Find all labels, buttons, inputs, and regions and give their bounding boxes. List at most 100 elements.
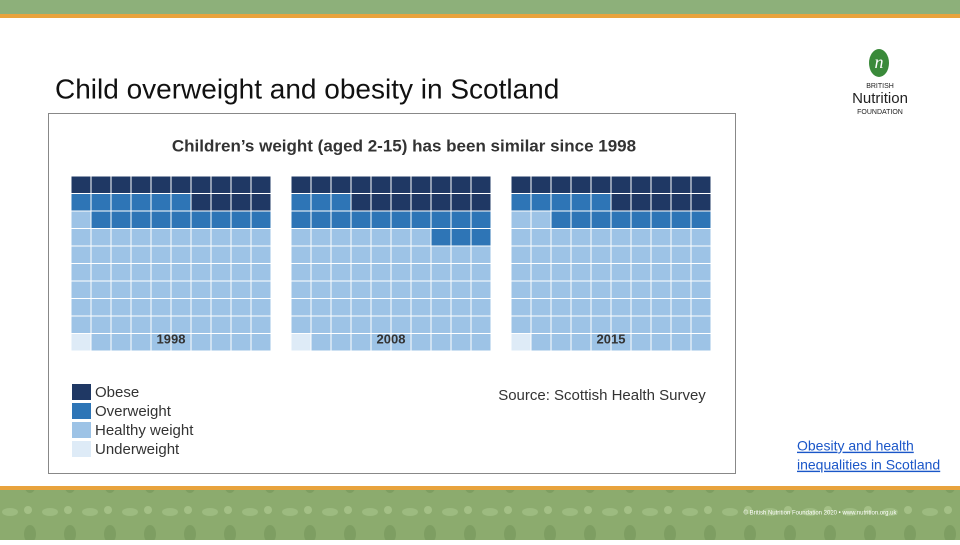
waffle-cell xyxy=(330,280,352,299)
waffle-cell xyxy=(570,298,592,317)
waffle-cell xyxy=(470,175,492,194)
waffle-cell xyxy=(510,315,532,334)
waffle-cell xyxy=(70,228,92,247)
waffle-cell xyxy=(290,315,312,334)
waffle-cell xyxy=(450,280,472,299)
waffle-cell xyxy=(670,210,692,229)
waffle-cell xyxy=(150,228,172,247)
waffle-cell xyxy=(530,298,552,317)
waffle-cell xyxy=(690,298,712,317)
waffle-cell xyxy=(550,245,572,264)
waffle-cell xyxy=(510,175,532,194)
waffle-cell xyxy=(90,210,112,229)
waffle-cell xyxy=(590,245,612,264)
waffle-cell xyxy=(110,333,132,352)
waffle-cell xyxy=(70,315,92,334)
waffle-cell xyxy=(290,298,312,317)
waffle-cell xyxy=(410,280,432,299)
waffle-cell xyxy=(610,245,632,264)
waffle-cell xyxy=(190,280,212,299)
waffle-cell xyxy=(190,298,212,317)
waffle-cell xyxy=(150,175,172,194)
waffle-cell xyxy=(350,228,372,247)
waffle-cell xyxy=(150,280,172,299)
waffle-cell xyxy=(230,280,252,299)
waffle-cell xyxy=(610,298,632,317)
waffle-cell xyxy=(510,245,532,264)
waffle-cell xyxy=(230,228,252,247)
waffle-cell xyxy=(210,193,232,212)
waffle-cell xyxy=(130,228,152,247)
waffle-cell xyxy=(410,175,432,194)
waffle-cell xyxy=(470,315,492,334)
waffle-cell xyxy=(630,280,652,299)
waffle-cell xyxy=(510,280,532,299)
waffle-cell xyxy=(470,245,492,264)
waffle-cell xyxy=(210,298,232,317)
waffle-cell xyxy=(110,228,132,247)
waffle-cell xyxy=(530,193,552,212)
waffle-cell xyxy=(70,280,92,299)
waffle-cell xyxy=(410,298,432,317)
waffle-cell xyxy=(570,333,592,352)
waffle-cell xyxy=(430,175,452,194)
waffle-cell xyxy=(550,210,572,229)
waffle-cell xyxy=(530,280,552,299)
waffle-cell xyxy=(150,298,172,317)
waffle-cell xyxy=(590,210,612,229)
waffle-cell xyxy=(110,175,132,194)
waffle-cell xyxy=(330,263,352,282)
waffle-cell xyxy=(470,210,492,229)
waffle-cell xyxy=(450,210,472,229)
waffle-cell xyxy=(330,175,352,194)
waffle-cell xyxy=(690,333,712,352)
waffle-cell xyxy=(250,228,272,247)
waffle-cell xyxy=(370,280,392,299)
waffle-cell xyxy=(390,298,412,317)
waffle-cell xyxy=(210,228,232,247)
waffle-cell xyxy=(250,315,272,334)
waffle-cell xyxy=(410,245,432,264)
waffle-cell xyxy=(450,263,472,282)
waffle-cell xyxy=(430,315,452,334)
waffle-cell xyxy=(650,280,672,299)
waffle-cell xyxy=(510,228,532,247)
waffle-label: 1998 xyxy=(157,331,186,346)
waffle-cell xyxy=(590,263,612,282)
waffle-cell xyxy=(510,210,532,229)
waffle-cell xyxy=(230,298,252,317)
waffle-cell xyxy=(570,315,592,334)
waffle-cell xyxy=(650,298,672,317)
waffle-cell xyxy=(250,193,272,212)
waffle-cell xyxy=(150,210,172,229)
waffle-cell xyxy=(650,333,672,352)
waffle-cell xyxy=(670,280,692,299)
waffle-cell xyxy=(310,298,332,317)
waffle-cell xyxy=(510,193,532,212)
waffle-cell xyxy=(170,228,192,247)
waffle-cell xyxy=(330,210,352,229)
link[interactable]: inequalities in Scotland xyxy=(797,457,940,473)
waffle-cell xyxy=(170,263,192,282)
waffle-cell xyxy=(290,245,312,264)
waffle-cell xyxy=(370,193,392,212)
waffle-cell xyxy=(550,315,572,334)
waffle-cell xyxy=(570,280,592,299)
waffle-cell xyxy=(230,263,252,282)
waffle-cell xyxy=(690,228,712,247)
link[interactable]: Obesity and health xyxy=(797,438,914,454)
waffle-cell xyxy=(550,228,572,247)
legend-swatch xyxy=(72,403,91,419)
waffle-cell xyxy=(130,210,152,229)
bottom-band xyxy=(0,490,960,540)
waffle-cell xyxy=(590,175,612,194)
waffle-cell xyxy=(530,263,552,282)
legend-swatch xyxy=(72,422,91,438)
waffle-cell xyxy=(590,298,612,317)
waffle-cell xyxy=(90,298,112,317)
waffle-cell xyxy=(590,280,612,299)
waffle-cell xyxy=(90,280,112,299)
waffle-cell xyxy=(370,298,392,317)
waffle-cell xyxy=(450,298,472,317)
waffle-cell xyxy=(190,193,212,212)
